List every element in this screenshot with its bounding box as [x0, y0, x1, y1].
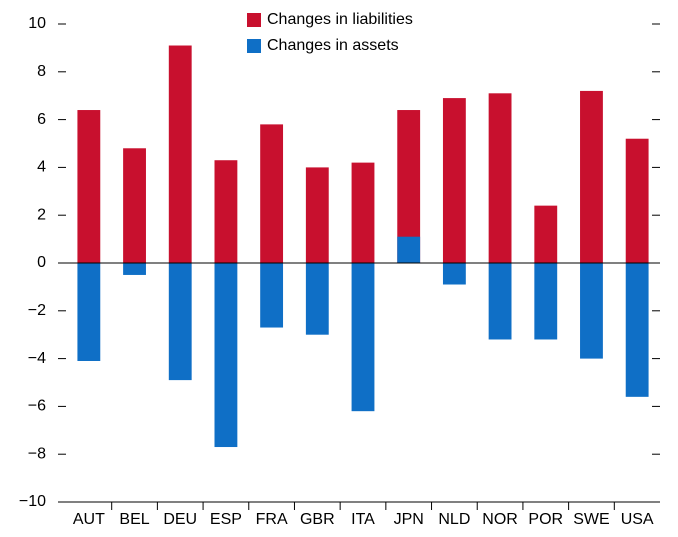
bar: [397, 236, 421, 263]
y-tick-label: −4: [28, 350, 46, 367]
x-tick-label: AUT: [73, 511, 105, 528]
x-tick-label: JPN: [394, 511, 424, 528]
y-tick-label: 6: [37, 111, 46, 128]
x-tick-label: ESP: [210, 511, 242, 528]
legend-swatch: [247, 13, 261, 27]
bar: [534, 205, 558, 263]
bar: [123, 148, 146, 263]
y-tick-label: 10: [28, 15, 46, 32]
bar: [305, 167, 329, 263]
x-tick-label: SWE: [573, 511, 609, 528]
y-tick-label: −8: [28, 445, 46, 462]
bar: [397, 110, 421, 263]
bar: [442, 263, 466, 285]
bar: [168, 263, 192, 381]
legend-swatch: [247, 39, 261, 53]
bar: [351, 162, 375, 263]
bar: [260, 124, 284, 263]
bar: [168, 45, 192, 264]
bar: [488, 93, 512, 263]
x-tick-label: FRA: [256, 511, 288, 528]
bar: [580, 263, 603, 359]
x-tick-label: NOR: [482, 511, 518, 528]
bar: [77, 263, 101, 361]
y-tick-label: 4: [37, 159, 46, 176]
x-tick-label: NLD: [438, 511, 470, 528]
x-tick-label: ITA: [351, 511, 375, 528]
bar: [625, 138, 649, 263]
bar: [214, 160, 238, 263]
bar: [580, 90, 603, 263]
y-tick-label: −6: [28, 398, 46, 415]
legend-label: Changes in liabilities: [267, 11, 413, 28]
legend-label: Changes in assets: [267, 37, 399, 54]
y-tick-label: 0: [37, 254, 46, 271]
y-tick-label: −10: [19, 493, 46, 510]
bar: [625, 263, 649, 397]
bar: [305, 263, 329, 335]
y-tick-label: −2: [28, 302, 46, 319]
bar: [534, 263, 558, 340]
x-tick-label: USA: [621, 511, 654, 528]
y-tick-label: 2: [37, 206, 46, 223]
y-tick-label: 8: [37, 63, 46, 80]
x-tick-label: BEL: [119, 511, 149, 528]
bar: [488, 263, 512, 340]
bar: [260, 263, 284, 328]
x-tick-label: DEU: [163, 511, 197, 528]
x-tick-label: POR: [528, 511, 563, 528]
bar: [351, 263, 375, 412]
bar: [214, 263, 238, 448]
bar: [77, 110, 101, 263]
bar: [442, 98, 466, 263]
x-tick-label: GBR: [300, 511, 335, 528]
bar: [123, 263, 146, 275]
